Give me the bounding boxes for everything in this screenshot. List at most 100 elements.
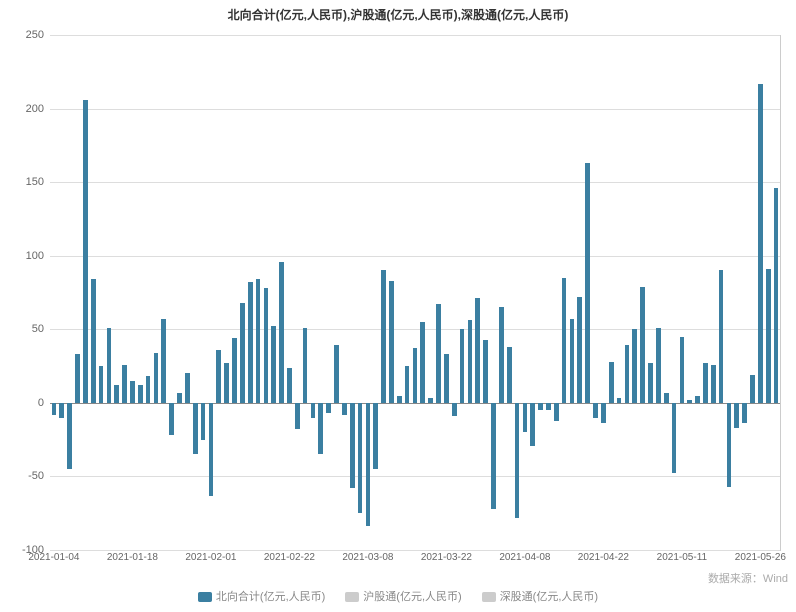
bar — [617, 398, 622, 402]
legend-item: 沪股通(亿元,人民币) — [345, 588, 461, 604]
bar — [107, 328, 112, 403]
y-axis-label: 250 — [4, 29, 44, 41]
bar — [146, 376, 151, 402]
chart-container: 北向合计(亿元,人民币),沪股通(亿元,人民币),深股通(亿元,人民币) 数据来… — [0, 0, 796, 612]
bar — [59, 403, 64, 418]
bar — [601, 403, 606, 424]
bar — [389, 281, 394, 403]
x-axis-label: 2021-02-22 — [264, 552, 315, 563]
bar — [75, 354, 80, 403]
bar — [609, 362, 614, 403]
grid-line — [50, 329, 780, 330]
bar — [271, 326, 276, 403]
bar — [734, 403, 739, 428]
bar — [413, 348, 418, 402]
bar — [334, 345, 339, 402]
bar — [750, 375, 755, 403]
legend-swatch — [345, 592, 359, 602]
bar — [185, 373, 190, 402]
bar — [358, 403, 363, 513]
bar — [507, 347, 512, 403]
bar — [428, 398, 433, 402]
bar — [169, 403, 174, 435]
bar — [468, 320, 473, 402]
y-axis-label: 100 — [4, 250, 44, 262]
x-axis-label: 2021-05-26 — [735, 552, 786, 563]
bar — [436, 304, 441, 403]
bar — [224, 363, 229, 403]
bar — [366, 403, 371, 527]
grid-line — [50, 182, 780, 183]
bar — [727, 403, 732, 487]
bar — [640, 287, 645, 403]
bar — [483, 340, 488, 403]
bar — [52, 403, 57, 415]
legend-label: 北向合计(亿元,人民币) — [216, 591, 325, 603]
bar — [201, 403, 206, 440]
x-axis-label: 2021-03-08 — [342, 552, 393, 563]
bar — [632, 329, 637, 403]
bar — [350, 403, 355, 488]
bar — [530, 403, 535, 446]
bar — [130, 381, 135, 403]
bar — [687, 400, 692, 403]
grid-line — [50, 476, 780, 477]
x-axis-label: 2021-03-22 — [421, 552, 472, 563]
bar — [491, 403, 496, 509]
y-axis-label: 200 — [4, 103, 44, 115]
bar — [546, 403, 551, 410]
bar — [680, 337, 685, 403]
x-axis-label: 2021-05-11 — [657, 552, 707, 563]
bar — [460, 329, 465, 403]
chart-title: 北向合计(亿元,人民币),沪股通(亿元,人民币),深股通(亿元,人民币) — [0, 6, 796, 23]
plot-area — [50, 35, 781, 551]
bar — [444, 354, 449, 403]
bar — [711, 365, 716, 403]
bar — [499, 307, 504, 403]
legend-label: 沪股通(亿元,人民币) — [363, 591, 461, 603]
x-axis-label: 2021-04-22 — [578, 552, 629, 563]
x-axis-label: 2021-01-18 — [107, 552, 158, 563]
legend-item: 深股通(亿元,人民币) — [482, 588, 598, 604]
grid-line — [50, 109, 780, 110]
bar — [193, 403, 198, 455]
bar — [67, 403, 72, 469]
bar — [562, 278, 567, 403]
y-axis-label: -50 — [4, 470, 44, 482]
bar — [585, 163, 590, 403]
bar — [577, 297, 582, 403]
bar — [452, 403, 457, 416]
x-axis-label: 2021-02-01 — [185, 552, 236, 563]
bar — [742, 403, 747, 424]
bar — [719, 270, 724, 402]
bar — [91, 279, 96, 403]
x-axis-label: 2021-01-04 — [28, 552, 79, 563]
bar — [256, 279, 261, 403]
bar — [570, 319, 575, 403]
bar — [154, 353, 159, 403]
grid-line — [50, 256, 780, 257]
bar — [311, 403, 316, 418]
y-axis-label: 0 — [4, 397, 44, 409]
bar — [523, 403, 528, 432]
x-axis-label: 2021-04-08 — [499, 552, 550, 563]
bar — [648, 363, 653, 403]
bar — [342, 403, 347, 415]
bar — [99, 366, 104, 403]
bar — [303, 328, 308, 403]
bar — [209, 403, 214, 496]
grid-line — [50, 35, 780, 36]
legend-label: 深股通(亿元,人民币) — [500, 591, 598, 603]
bar — [397, 396, 402, 403]
y-axis-label: 50 — [4, 323, 44, 335]
bar — [625, 345, 630, 402]
y-axis-label: 150 — [4, 176, 44, 188]
bar — [373, 403, 378, 469]
source-label: 数据来源：Wind — [708, 570, 788, 586]
zero-line — [50, 403, 780, 404]
bar — [656, 328, 661, 403]
bar — [216, 350, 221, 403]
bar — [138, 385, 143, 403]
bar — [672, 403, 677, 474]
bar — [248, 282, 253, 403]
